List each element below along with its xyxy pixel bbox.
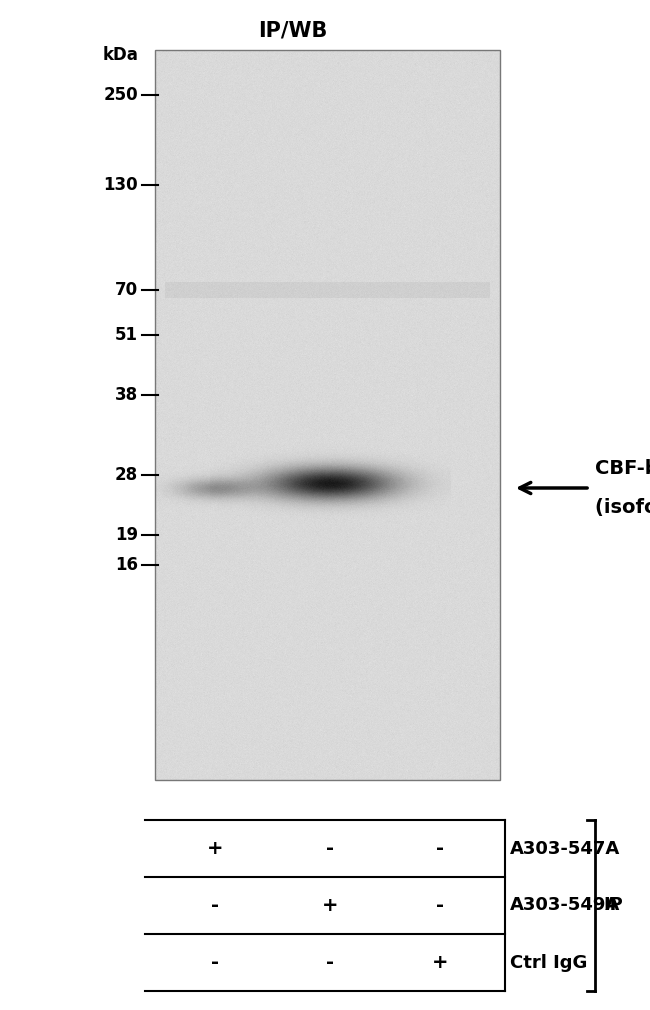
Text: +: + (432, 953, 448, 972)
Text: 28: 28 (115, 466, 138, 484)
Text: -: - (326, 839, 334, 858)
Bar (155, 50, 500, 780)
Text: -: - (211, 953, 219, 972)
Text: +: + (207, 839, 223, 858)
Text: IP: IP (603, 897, 623, 914)
Text: A303-549A: A303-549A (510, 897, 620, 914)
Text: -: - (326, 953, 334, 972)
Text: A303-547A: A303-547A (510, 839, 620, 857)
Text: (isoform 1): (isoform 1) (595, 498, 650, 517)
Text: 38: 38 (115, 386, 138, 404)
Text: 70: 70 (115, 281, 138, 299)
Text: CBF-beta: CBF-beta (595, 459, 650, 478)
Text: -: - (436, 896, 444, 915)
Text: -: - (436, 839, 444, 858)
Text: 19: 19 (115, 526, 138, 544)
Text: -: - (211, 896, 219, 915)
Text: +: + (322, 896, 338, 915)
Text: 250: 250 (103, 86, 138, 104)
Text: IP/WB: IP/WB (258, 20, 327, 40)
Text: 130: 130 (103, 176, 138, 194)
Text: kDa: kDa (102, 46, 138, 64)
Text: 16: 16 (115, 556, 138, 574)
Text: Ctrl IgG: Ctrl IgG (510, 953, 588, 972)
Text: 51: 51 (115, 326, 138, 344)
